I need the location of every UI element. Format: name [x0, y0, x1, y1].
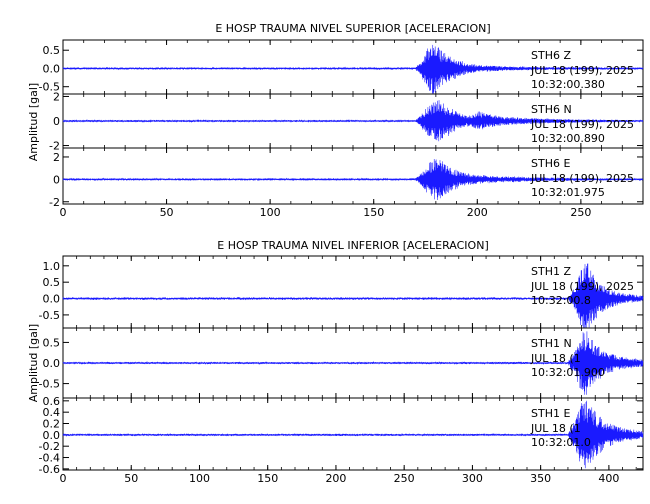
- y-tick-label: 0.0: [43, 429, 61, 442]
- y-tick-label: -0.5: [39, 309, 60, 322]
- x-tick-label: 100: [260, 206, 281, 219]
- y-tick-label: -2: [49, 140, 60, 153]
- x-tick-label: 200: [325, 472, 346, 485]
- x-tick-label: 250: [570, 206, 591, 219]
- date-label: JUL 18 (199), 2025: [530, 280, 634, 293]
- waveform-series: [62, 400, 644, 469]
- time-label: 10:32:01.0: [531, 436, 591, 449]
- chart-group: E HOSP TRAUMA NIVEL INFERIOR [ACELERACIO…: [27, 239, 644, 485]
- waveform-series: [62, 100, 644, 142]
- station-label: STH6 E: [531, 157, 570, 170]
- station-label: STH1 E: [531, 407, 570, 420]
- y-tick-label: 0.0: [43, 62, 61, 75]
- x-tick-label: 300: [462, 472, 483, 485]
- x-tick-label: 200: [467, 206, 488, 219]
- waveform-series: [62, 331, 644, 395]
- channel-panel: 0.5 0.0 -0.5 STH6 Z JUL 18 (199), 202510:32:…: [39, 39, 644, 95]
- time-label: 10:32:00.380: [531, 78, 605, 91]
- x-tick-label: 50: [124, 472, 138, 485]
- waveform-series: [62, 263, 644, 329]
- x-tick-label: 100: [189, 472, 210, 485]
- waveform-series: [62, 44, 644, 94]
- y-tick-label: 0.5: [43, 44, 61, 57]
- x-tick-label: 0: [60, 206, 67, 219]
- y-tick-label: 0.5: [43, 336, 61, 349]
- x-tick-label: 50: [160, 206, 174, 219]
- x-tick-label: 400: [598, 472, 619, 485]
- time-label: 10:32:00.890: [531, 132, 605, 145]
- date-label: JUL 18 (1: [530, 352, 581, 365]
- y-tick-label: -0.4: [39, 452, 60, 465]
- y-tick-label: 0.0: [43, 293, 61, 306]
- y-tick-label: -2: [49, 196, 60, 209]
- date-label: JUL 18 (199), 2025: [530, 64, 634, 77]
- y-axis-label: Amplitud [gal]: [27, 324, 40, 402]
- y-axis-label: Amplitud [gal]: [27, 83, 40, 161]
- y-tick-label: 1.0: [43, 260, 61, 273]
- y-tick-label: -0.5: [39, 81, 60, 94]
- chart-title: E HOSP TRAUMA NIVEL SUPERIOR [ACELERACIO…: [215, 22, 490, 35]
- date-label: JUL 18 (199), 2025: [530, 172, 634, 185]
- time-label: 10:32:01.975: [531, 186, 605, 199]
- date-label: JUL 18 (199), 2025: [530, 118, 634, 131]
- x-tick-label: 0: [60, 472, 67, 485]
- chart-group: E HOSP TRAUMA NIVEL SUPERIOR [ACELERACIO…: [27, 22, 644, 219]
- y-tick-label: -0.2: [39, 440, 60, 453]
- date-label: JUL 18 (1: [530, 422, 581, 435]
- y-tick-label: 0.6: [43, 395, 61, 408]
- station-label: STH1 Z: [531, 265, 571, 278]
- station-label: STH6 N: [531, 103, 572, 116]
- y-tick-label: 0.2: [43, 418, 61, 431]
- chart-title: E HOSP TRAUMA NIVEL INFERIOR [ACELERACIO…: [217, 239, 488, 252]
- y-tick-label: 0: [53, 115, 60, 128]
- y-tick-label: -0.5: [39, 378, 60, 391]
- y-tick-label: 0.5: [43, 276, 61, 289]
- y-tick-label: 2: [53, 151, 60, 164]
- channel-panel: 0.5 0.0 -0.5 STH1 N JUL 18 (110:32:01.900: [39, 327, 644, 399]
- x-tick-label: 150: [257, 472, 278, 485]
- x-tick-label: 350: [530, 472, 551, 485]
- y-tick-label: 2: [53, 90, 60, 103]
- x-tick-label: 150: [363, 206, 384, 219]
- y-tick-label: 0: [53, 173, 60, 186]
- waveform-series: [62, 159, 644, 200]
- station-label: STH1 N: [531, 337, 572, 350]
- y-tick-label: 0.0: [43, 357, 61, 370]
- x-tick-label: 250: [394, 472, 415, 485]
- time-label: 10:32:00.8: [531, 294, 591, 307]
- station-label: STH6 Z: [531, 49, 571, 62]
- y-tick-label: 0.4: [43, 406, 61, 419]
- y-tick-label: -0.6: [39, 463, 60, 476]
- time-label: 10:32:01.900: [531, 366, 605, 379]
- channel-panel: 1.0 0.5 0.0 -0.5 STH1 Z JUL 18 (199), 202510:…: [39, 255, 644, 329]
